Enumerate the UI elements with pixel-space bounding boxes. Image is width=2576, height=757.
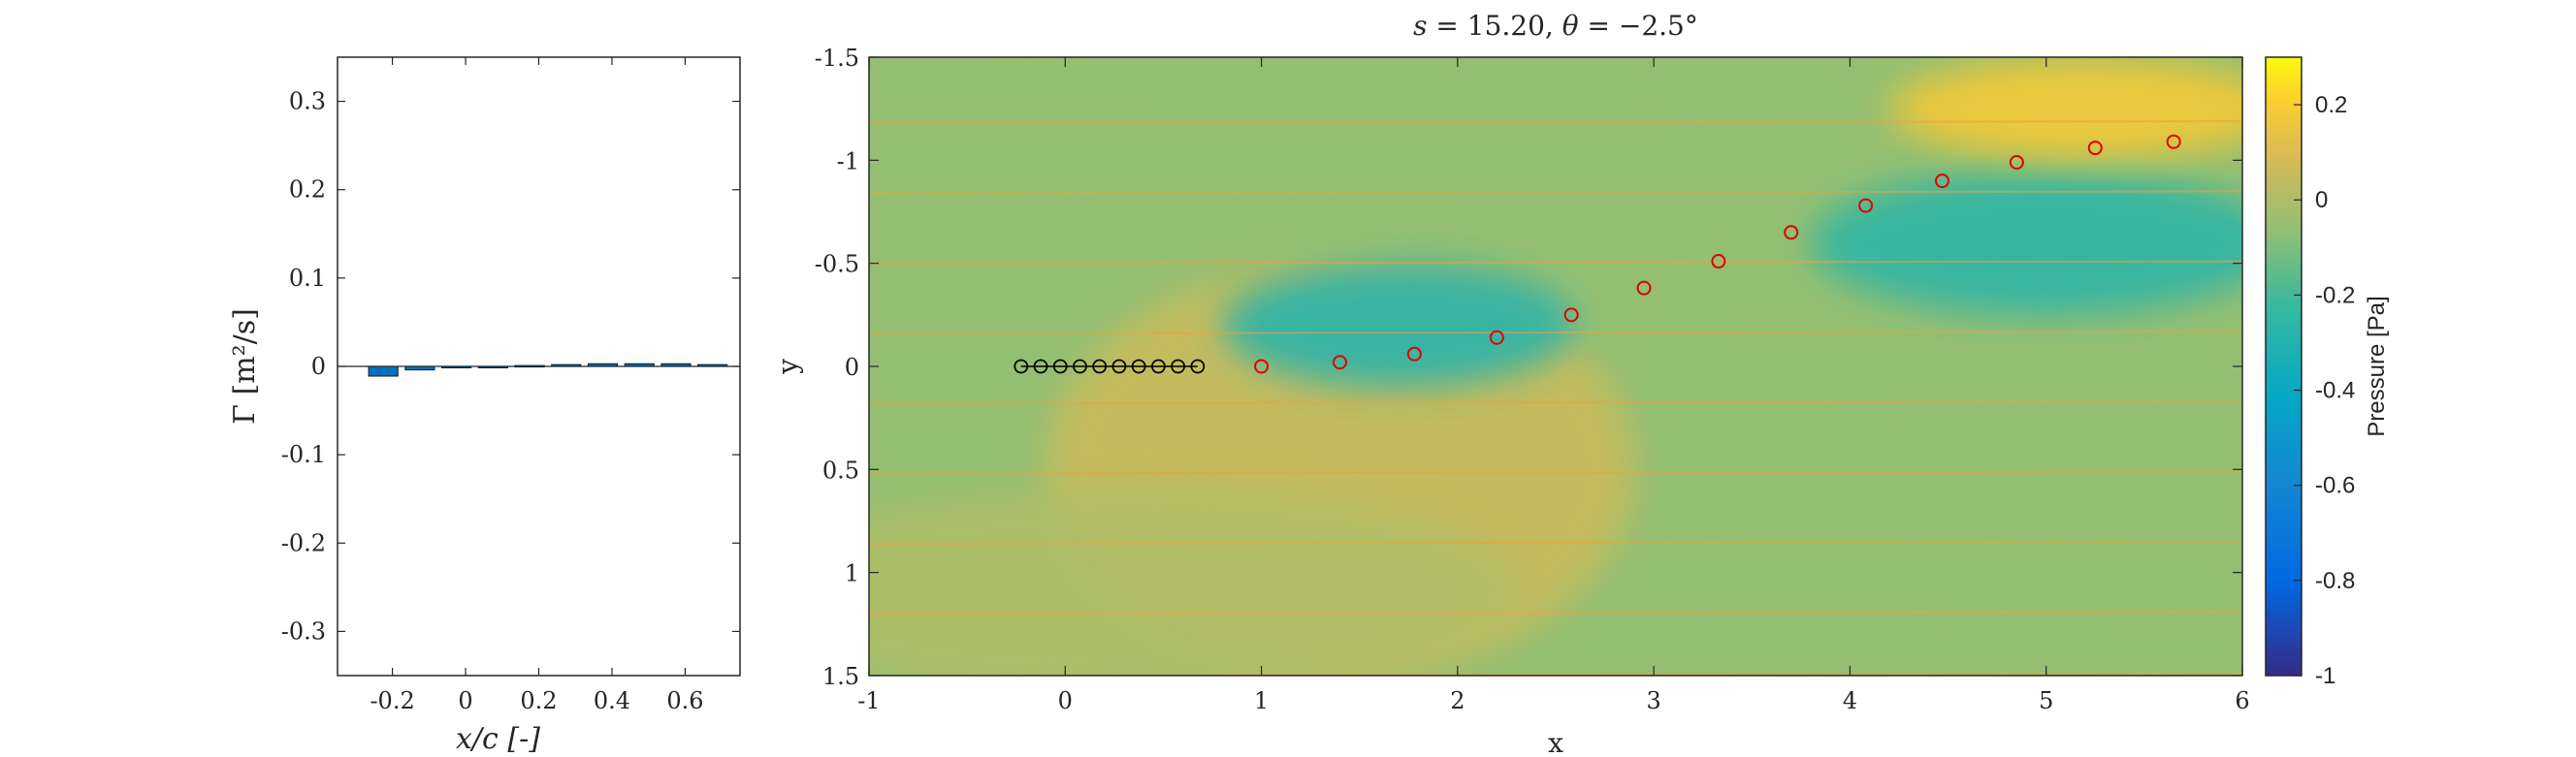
left-y-tick-label: -0.1: [281, 441, 326, 468]
left-y-tick-label: 0: [311, 353, 326, 380]
colorbar-ticks: 0.2 0 -0.2 -0.4 -0.6 -0.8 -1: [2294, 92, 2355, 689]
wake-vortex-marker: [1332, 355, 1347, 370]
right-y-tick-label: -1.5: [815, 45, 859, 72]
streamline: [869, 330, 2242, 334]
right-y-axis-label: y: [772, 359, 804, 375]
wake-vortex-marker: [1711, 254, 1726, 269]
left-y-tick-label: -0.3: [281, 617, 326, 645]
circulation-bar: [660, 363, 692, 367]
streamline: [869, 120, 2242, 125]
wake-vortex-marker: [1563, 307, 1579, 323]
colorbar-label: Pressure [Pa]: [2364, 296, 2390, 436]
circulation-bar: [551, 363, 582, 367]
bound-vortex-markers: [1014, 359, 1206, 374]
wake-vortex-marker: [1489, 330, 1504, 345]
pressure-high-region: [869, 489, 1517, 676]
left-y-axis-label: Γ [m²/s]: [228, 308, 262, 425]
streamline: [869, 470, 2242, 475]
left-x-tick-label: 0: [458, 687, 472, 714]
circulation-bar: [404, 365, 435, 371]
pressure-field-chart: -1.5 -1 -0.5 0 0.5 1 1.5 -1 0 1 2 3 4 5 6 x y s = 15.…: [772, 10, 2250, 757]
colorbar-tick-label: -0.4: [2315, 378, 2355, 404]
right-x-axis-label: x: [1548, 727, 1563, 757]
wake-vortex-marker: [2166, 134, 2181, 149]
title-theta-value: = −2.5°: [1588, 10, 1698, 42]
circulation-chart: 0.3 0.2 0.1 0 -0.1 -0.2 -0.3 -0.2 0 0.2 0.4 0.6 x/…: [228, 56, 741, 756]
pressure-contour: [869, 57, 2242, 676]
streamline: [869, 540, 2242, 545]
circulation-bar: [514, 364, 545, 368]
right-x-tick-label: -1: [857, 687, 880, 714]
streamline: [869, 260, 2242, 265]
velocity-streamlines: [869, 57, 2242, 676]
circulation-bar: [368, 365, 399, 377]
left-y-tick-labels: 0.3 0.2 0.1 0 -0.1 -0.2 -0.3: [281, 88, 740, 645]
streamline: [869, 190, 2242, 195]
pressure-low-region: [1811, 170, 2242, 315]
left-y-tick-label: -0.2: [281, 529, 326, 556]
wake-vortex-marker: [1784, 225, 1799, 240]
circulation-bar: [477, 365, 508, 368]
right-x-tick-label: 2: [1450, 687, 1465, 714]
left-x-tick-label: 0.4: [594, 687, 630, 714]
colorbar: 0.2 0 -0.2 -0.4 -0.6 -0.8 -1 Pressure [Pa]: [2265, 56, 2390, 689]
left-x-tick-label: 0.2: [520, 687, 557, 714]
colorbar-tick-label: -0.6: [2315, 473, 2355, 499]
right-x-tick-label: 3: [1647, 687, 1661, 714]
wake-vortex-markers: [1254, 134, 2181, 374]
wake-vortex-marker: [2087, 141, 2103, 156]
left-x-tick-label: -0.2: [370, 687, 414, 714]
circulation-bar: [587, 363, 619, 367]
right-y-tick-label: 0: [845, 354, 859, 381]
circulation-bar: [441, 365, 472, 368]
wake-vortex-marker: [1406, 346, 1422, 362]
right-y-tick-label: -1: [837, 147, 859, 174]
left-y-tick-label: 0.2: [289, 176, 326, 204]
right-y-tick-label: 0.5: [822, 457, 859, 484]
right-y-tick-labels: -1.5 -1 -0.5 0 0.5 1 1.5: [815, 45, 2242, 690]
colorbar-tick-label: -1: [2315, 663, 2335, 689]
left-x-tick-label: 0.6: [666, 687, 703, 714]
wake-vortex-marker: [1935, 173, 1950, 189]
left-y-tick-label: 0.3: [289, 88, 326, 115]
colorbar-tick-label: -0.8: [2315, 568, 2355, 594]
wake-vortex-marker: [1858, 198, 1874, 213]
right-x-tick-label: 5: [2039, 687, 2053, 714]
chart-title: s = 15.20, θ = −2.5°: [1413, 10, 1698, 42]
title-s-value: = 15.20,: [1435, 10, 1553, 42]
circulation-bar: [697, 363, 728, 367]
title-theta-symbol: θ: [1562, 10, 1579, 42]
streamline: [869, 611, 2242, 615]
circulation-bar: [624, 363, 655, 367]
right-x-tick-label: 6: [2235, 687, 2249, 714]
right-x-tick-label: 0: [1058, 687, 1073, 714]
wake-vortex-marker: [1636, 280, 1652, 296]
right-x-tick-label: 1: [1254, 687, 1269, 714]
left-x-tick-labels: -0.2 0 0.2 0.4 0.6: [370, 57, 703, 714]
left-y-tick-label: 0.1: [289, 265, 326, 292]
pressure-low-region: [1222, 263, 1576, 388]
colorbar-tick-label: -0.2: [2315, 282, 2355, 308]
left-x-axis-label: x/c [-]: [456, 722, 540, 756]
pressure-high-region: [1888, 57, 2242, 161]
right-y-tick-label: 1.5: [822, 663, 859, 690]
colorbar-tick-label: 0.2: [2315, 92, 2347, 118]
right-y-tick-label: -0.5: [815, 251, 859, 278]
streamline: [869, 400, 2242, 405]
title-s-symbol: s: [1413, 10, 1427, 42]
colorbar-tick-label: 0: [2315, 187, 2328, 213]
wake-vortex-marker: [2009, 154, 2024, 170]
wake-vortex-marker: [1254, 359, 1270, 374]
right-x-tick-label: 4: [1843, 687, 1857, 714]
colorbar-gradient: [2265, 56, 2302, 677]
right-x-tick-labels: -1 0 1 2 3 4 5 6: [857, 57, 2250, 714]
right-y-tick-label: 1: [845, 560, 859, 587]
circulation-bars: [368, 363, 728, 377]
